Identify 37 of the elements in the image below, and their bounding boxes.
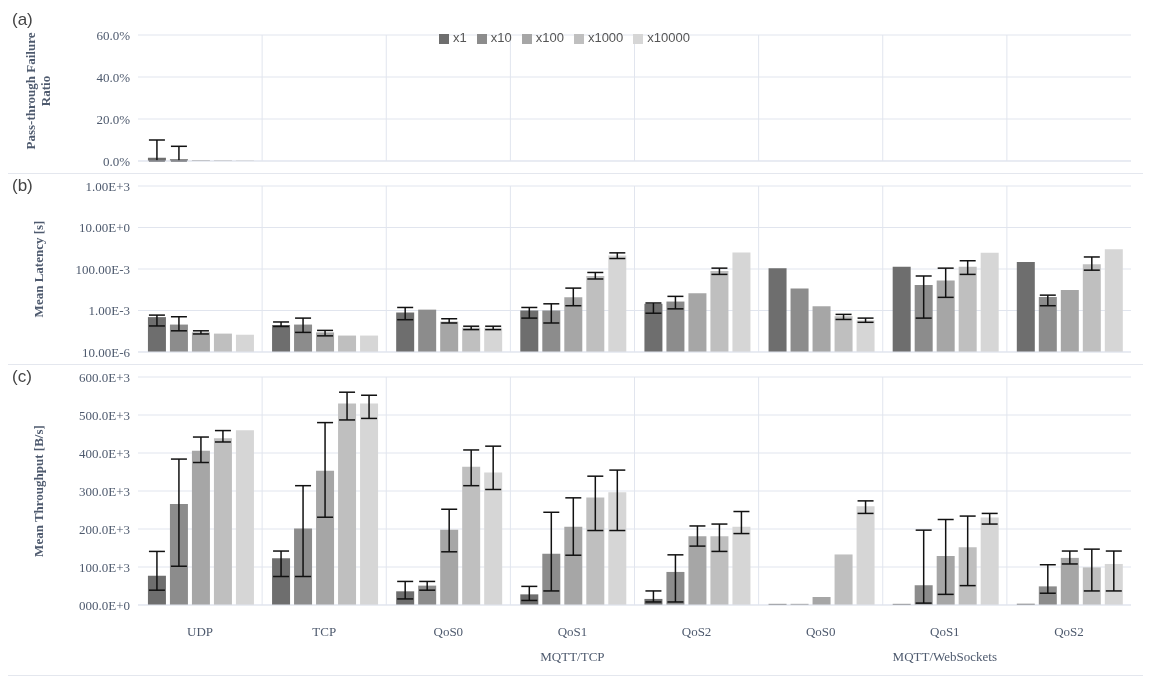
y-tick-label: 10.00E+0 [78,220,130,236]
x-tick-label: QoS0 [433,624,464,640]
y-tick-label: 300.0E+3 [78,483,130,499]
y-axis-title: Pass-through Failure Ratio [23,32,53,149]
y-tick-label: 1.00E-3 [88,303,130,319]
y-tick-label: 60.0% [96,27,131,43]
y-tick-label: 20.0% [96,111,131,127]
legend-label: x1 [453,30,467,45]
legend-label: x10000 [647,30,690,45]
y-tick-label: 200.0E+3 [78,521,130,537]
y-tick-label: 10.00E-6 [81,344,131,360]
legend-label: x1000 [587,30,624,45]
y-tick-label: 1.00E+3 [85,178,130,194]
y-tick-label: 100.0E+3 [78,559,130,575]
y-tick-label: 100.00E-3 [75,261,130,277]
y-axis-title: Mean Throughput [B/s] [30,424,46,559]
y-tick-label: 40.0% [96,69,131,85]
y-axis-title: Mean Latency [s] [30,220,46,318]
y-tick-label: 500.0E+3 [78,407,130,423]
chart-title: (b) [12,176,33,196]
y-tick-label: 600.0E+3 [78,369,130,385]
x-tick-label: QoS0 [805,624,836,640]
x-tick-label: TCP [312,624,337,640]
x-tick-label: QoS2 [1054,624,1084,640]
chart-title: (c) [12,367,32,387]
x-tick-label: QoS1 [557,624,588,640]
x-tick-label: UDP [187,624,214,640]
legend-label: x100 [535,30,564,45]
y-tick-label: 0.0% [102,153,131,169]
x-tick-label: QoS2 [681,624,712,640]
x-tick-label: QoS1 [930,624,960,640]
legend-label: x10 [490,30,512,45]
text: MQTT/TCP [540,649,605,665]
chart-title: (a) [12,10,33,30]
y-tick-label: 000.0E+0 [78,597,130,613]
text: MQTT/WebSockets [892,649,998,665]
y-tick-label: 400.0E+3 [78,445,130,461]
